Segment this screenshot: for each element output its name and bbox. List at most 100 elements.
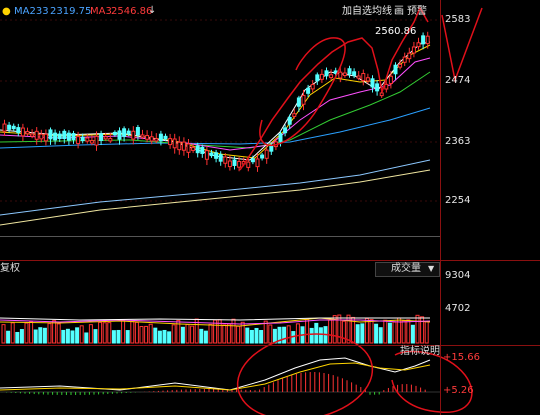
volume-bar	[176, 320, 181, 344]
candle-body	[209, 152, 214, 157]
axis-divider	[440, 0, 441, 415]
volume-bar	[1, 324, 6, 344]
candle-body	[384, 83, 389, 90]
candle-body	[200, 146, 205, 154]
candle-body	[292, 113, 297, 117]
volume-bar	[378, 327, 383, 344]
volume-bar	[236, 325, 241, 344]
volume-bar	[121, 319, 126, 344]
macd-circle-2	[391, 350, 473, 413]
price-bottom-line	[0, 236, 440, 237]
macd-dea-line	[0, 362, 431, 391]
candle-body	[398, 63, 403, 68]
candle-body	[218, 154, 223, 162]
candle-body	[237, 161, 242, 168]
volume-bar	[286, 325, 291, 344]
candle-body	[25, 131, 30, 135]
price-tick-2: 2474	[445, 75, 471, 86]
candle-body	[370, 78, 375, 88]
ma-settings-button[interactable]: 均线	[372, 6, 392, 17]
candle-body	[186, 143, 191, 153]
candle-body	[411, 46, 416, 54]
candle-body	[269, 145, 274, 152]
ma233-label: MA233	[14, 6, 49, 17]
volume-bar	[420, 316, 425, 344]
legend-dot-icon: ●	[2, 6, 11, 17]
volume-bar	[24, 322, 29, 344]
volume-bar	[125, 330, 130, 344]
price-tick-1: 2583	[445, 14, 471, 25]
candle-body	[191, 147, 196, 151]
candle-body	[48, 129, 53, 140]
candle-body	[2, 123, 7, 132]
candle-body	[145, 135, 150, 140]
candle-body	[149, 136, 154, 142]
candle-body	[416, 42, 421, 48]
volume-bar	[360, 323, 365, 344]
candle-body	[85, 137, 90, 142]
candle-body	[232, 159, 237, 166]
indicator-help-button[interactable]: 指标说明	[400, 346, 440, 357]
candle-body	[365, 77, 370, 82]
candle-body	[407, 52, 412, 60]
volume-bar	[309, 327, 314, 344]
candle-body	[89, 140, 94, 144]
candle-body	[283, 127, 288, 134]
volume-bar	[282, 326, 287, 344]
candle-body	[306, 87, 311, 94]
candle-body	[393, 64, 398, 75]
volume-bar	[208, 323, 213, 344]
volume-bar	[190, 325, 195, 344]
candle-body	[181, 141, 186, 151]
candle-body	[168, 138, 173, 146]
volume-bar	[10, 322, 15, 344]
candle-body	[39, 133, 44, 140]
volume-bar	[70, 330, 75, 344]
volume-bar	[144, 325, 149, 344]
macd-indicator	[0, 357, 440, 395]
ma3-value: 2546.86	[111, 6, 153, 17]
candle-body	[195, 145, 200, 154]
draw-button[interactable]: 画	[394, 6, 404, 17]
volume-bar	[19, 329, 24, 344]
volume-bar	[199, 328, 204, 344]
volume-bar	[157, 330, 162, 344]
arrow-down-icon[interactable]: ↓	[148, 5, 157, 16]
candle-body	[117, 130, 122, 140]
candle-body	[264, 149, 269, 159]
candle-body	[287, 116, 292, 125]
candle-body	[375, 83, 380, 92]
candle-body	[319, 73, 324, 80]
candle-body	[255, 158, 260, 168]
alert-button[interactable]: 预警	[407, 6, 427, 17]
ma250-line	[0, 169, 431, 226]
volume-ma-white	[0, 317, 430, 321]
volume-bar	[231, 318, 236, 344]
candle-body	[99, 133, 104, 141]
add-watchlist-button[interactable]: 加自选	[342, 6, 372, 17]
ma233-value: 2319.75	[50, 6, 92, 17]
volume-bar	[259, 330, 264, 344]
volume-bar	[75, 327, 80, 344]
candle-body	[57, 133, 62, 140]
volume-bar	[134, 321, 139, 344]
volume-bar	[61, 329, 66, 344]
volume-tick-1: 9304	[445, 270, 471, 281]
candle-body	[108, 138, 113, 142]
candle-body	[246, 161, 251, 168]
restore-rights-label[interactable]: 复权	[0, 263, 20, 274]
volume-bar	[93, 329, 98, 344]
volume-bar	[249, 329, 254, 344]
candle-body	[250, 158, 255, 163]
indicator-selector[interactable]: 成交量 ▼	[375, 262, 440, 277]
volume-bar	[410, 324, 415, 344]
selector-label: 成交量	[391, 263, 421, 274]
panel-divider-bottom	[0, 345, 540, 346]
indicator-tick-2: +5.26	[443, 385, 474, 396]
volume-bar	[153, 327, 158, 344]
candle-body	[223, 156, 228, 164]
volume-bar	[116, 329, 121, 344]
candles	[2, 31, 430, 172]
candle-body	[11, 125, 16, 130]
